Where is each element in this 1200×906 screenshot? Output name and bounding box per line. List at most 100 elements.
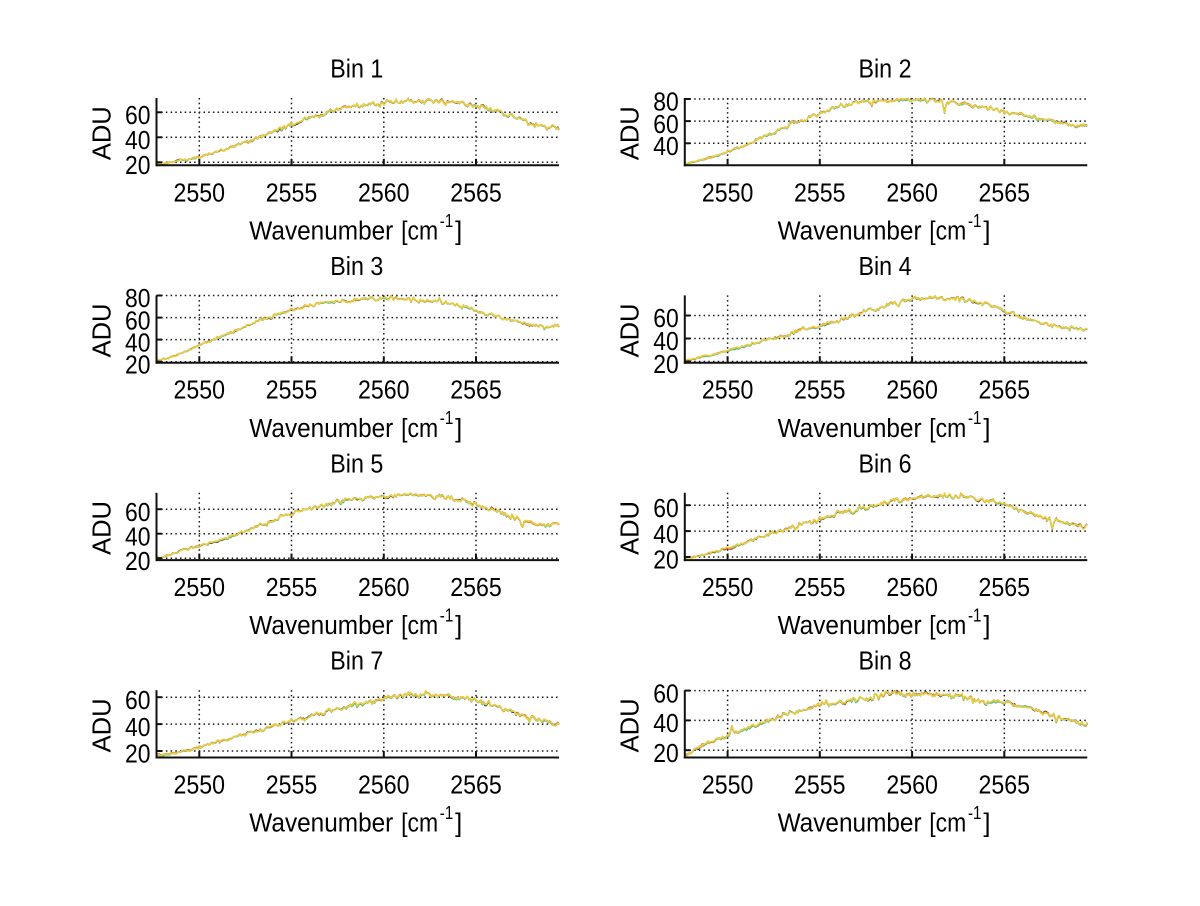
svg-text:2565: 2565 <box>979 377 1031 405</box>
svg-text:-1: -1 <box>968 408 982 428</box>
svg-text:2560: 2560 <box>886 377 938 405</box>
svg-text:Wavenumber: Wavenumber <box>778 217 922 245</box>
svg-text:2555: 2555 <box>794 377 846 405</box>
svg-text:2555: 2555 <box>266 377 318 405</box>
svg-text:Bin 1: Bin 1 <box>330 56 383 84</box>
svg-text:2555: 2555 <box>266 179 318 207</box>
svg-text:2560: 2560 <box>886 574 938 602</box>
svg-text:ADU: ADU <box>88 304 116 358</box>
svg-text:2550: 2550 <box>702 772 754 800</box>
svg-text:Wavenumber: Wavenumber <box>778 415 922 443</box>
svg-text:2550: 2550 <box>702 377 754 405</box>
svg-text:]: ] <box>455 612 462 640</box>
svg-text:2565: 2565 <box>979 179 1031 207</box>
svg-text:2550: 2550 <box>174 772 226 800</box>
svg-text:[cm: [cm <box>401 415 438 443</box>
svg-text:60: 60 <box>125 499 151 527</box>
svg-text:20: 20 <box>125 548 151 576</box>
svg-text:2565: 2565 <box>450 377 502 405</box>
svg-text:2565: 2565 <box>979 772 1031 800</box>
svg-text:-1: -1 <box>968 803 982 823</box>
svg-text:ADU: ADU <box>617 698 645 752</box>
svg-text:Wavenumber: Wavenumber <box>249 217 393 245</box>
svg-text:80: 80 <box>125 285 151 313</box>
svg-text:40: 40 <box>125 127 151 155</box>
svg-text:ADU: ADU <box>88 698 116 752</box>
svg-text:60: 60 <box>653 111 679 139</box>
svg-text:40: 40 <box>653 328 679 356</box>
svg-text:60: 60 <box>125 687 151 715</box>
svg-text:60: 60 <box>125 307 151 335</box>
svg-text:2565: 2565 <box>450 574 502 602</box>
svg-text:]: ] <box>983 612 990 640</box>
svg-text:]: ] <box>983 415 990 443</box>
svg-text:80: 80 <box>653 89 679 117</box>
svg-text:40: 40 <box>653 521 679 549</box>
svg-text:20: 20 <box>125 152 151 180</box>
svg-text:60: 60 <box>653 680 679 708</box>
svg-text:2550: 2550 <box>174 574 226 602</box>
svg-text:ADU: ADU <box>617 106 645 160</box>
svg-text:60: 60 <box>653 495 679 523</box>
svg-text:2555: 2555 <box>266 574 318 602</box>
svg-text:2565: 2565 <box>450 179 502 207</box>
svg-text:-1: -1 <box>440 211 454 231</box>
svg-text:2550: 2550 <box>174 377 226 405</box>
svg-text:2550: 2550 <box>702 179 754 207</box>
svg-text:ADU: ADU <box>617 501 645 555</box>
svg-text:[cm: [cm <box>929 810 966 838</box>
svg-text:]: ] <box>983 217 990 245</box>
svg-text:2565: 2565 <box>979 574 1031 602</box>
svg-text:ADU: ADU <box>617 304 645 358</box>
svg-text:40: 40 <box>653 710 679 738</box>
svg-text:ADU: ADU <box>88 106 116 160</box>
svg-text:ADU: ADU <box>88 501 116 555</box>
svg-text:-1: -1 <box>440 606 454 626</box>
svg-text:Wavenumber: Wavenumber <box>249 612 393 640</box>
svg-text:2560: 2560 <box>358 772 410 800</box>
svg-text:Wavenumber: Wavenumber <box>249 415 393 443</box>
svg-text:Bin 6: Bin 6 <box>859 450 912 478</box>
svg-text:20: 20 <box>653 740 679 768</box>
svg-text:[cm: [cm <box>929 612 966 640</box>
svg-text:[cm: [cm <box>401 612 438 640</box>
svg-text:40: 40 <box>653 133 679 161</box>
svg-text:2560: 2560 <box>358 574 410 602</box>
svg-text:2555: 2555 <box>266 772 318 800</box>
svg-text:-1: -1 <box>440 803 454 823</box>
svg-text:60: 60 <box>125 102 151 130</box>
svg-text:2560: 2560 <box>358 377 410 405</box>
svg-text:-1: -1 <box>440 408 454 428</box>
svg-text:Wavenumber: Wavenumber <box>249 810 393 838</box>
svg-text:2565: 2565 <box>450 772 502 800</box>
svg-text:Wavenumber: Wavenumber <box>778 612 922 640</box>
svg-text:2555: 2555 <box>794 574 846 602</box>
svg-text:2550: 2550 <box>702 574 754 602</box>
svg-text:[cm: [cm <box>929 217 966 245</box>
svg-text:20: 20 <box>653 351 679 379</box>
svg-text:Wavenumber: Wavenumber <box>778 810 922 838</box>
svg-text:Bin 3: Bin 3 <box>330 253 383 281</box>
svg-text:]: ] <box>455 810 462 838</box>
svg-text:-1: -1 <box>968 211 982 231</box>
svg-text:2555: 2555 <box>794 179 846 207</box>
svg-text:[cm: [cm <box>929 415 966 443</box>
svg-text:40: 40 <box>125 523 151 551</box>
svg-text:40: 40 <box>125 329 151 357</box>
svg-text:60: 60 <box>653 305 679 333</box>
svg-text:Bin 8: Bin 8 <box>859 648 912 676</box>
svg-text:]: ] <box>455 415 462 443</box>
svg-text:20: 20 <box>125 741 151 769</box>
svg-text:40: 40 <box>125 714 151 742</box>
svg-text:Bin 4: Bin 4 <box>859 253 912 281</box>
svg-text:]: ] <box>983 810 990 838</box>
svg-text:2560: 2560 <box>886 772 938 800</box>
svg-text:[cm: [cm <box>401 217 438 245</box>
svg-text:2555: 2555 <box>794 772 846 800</box>
svg-text:Bin 5: Bin 5 <box>330 450 383 478</box>
svg-text:2560: 2560 <box>886 179 938 207</box>
svg-text:20: 20 <box>125 351 151 379</box>
svg-text:[cm: [cm <box>401 810 438 838</box>
svg-text:-1: -1 <box>968 606 982 626</box>
svg-text:2560: 2560 <box>358 179 410 207</box>
